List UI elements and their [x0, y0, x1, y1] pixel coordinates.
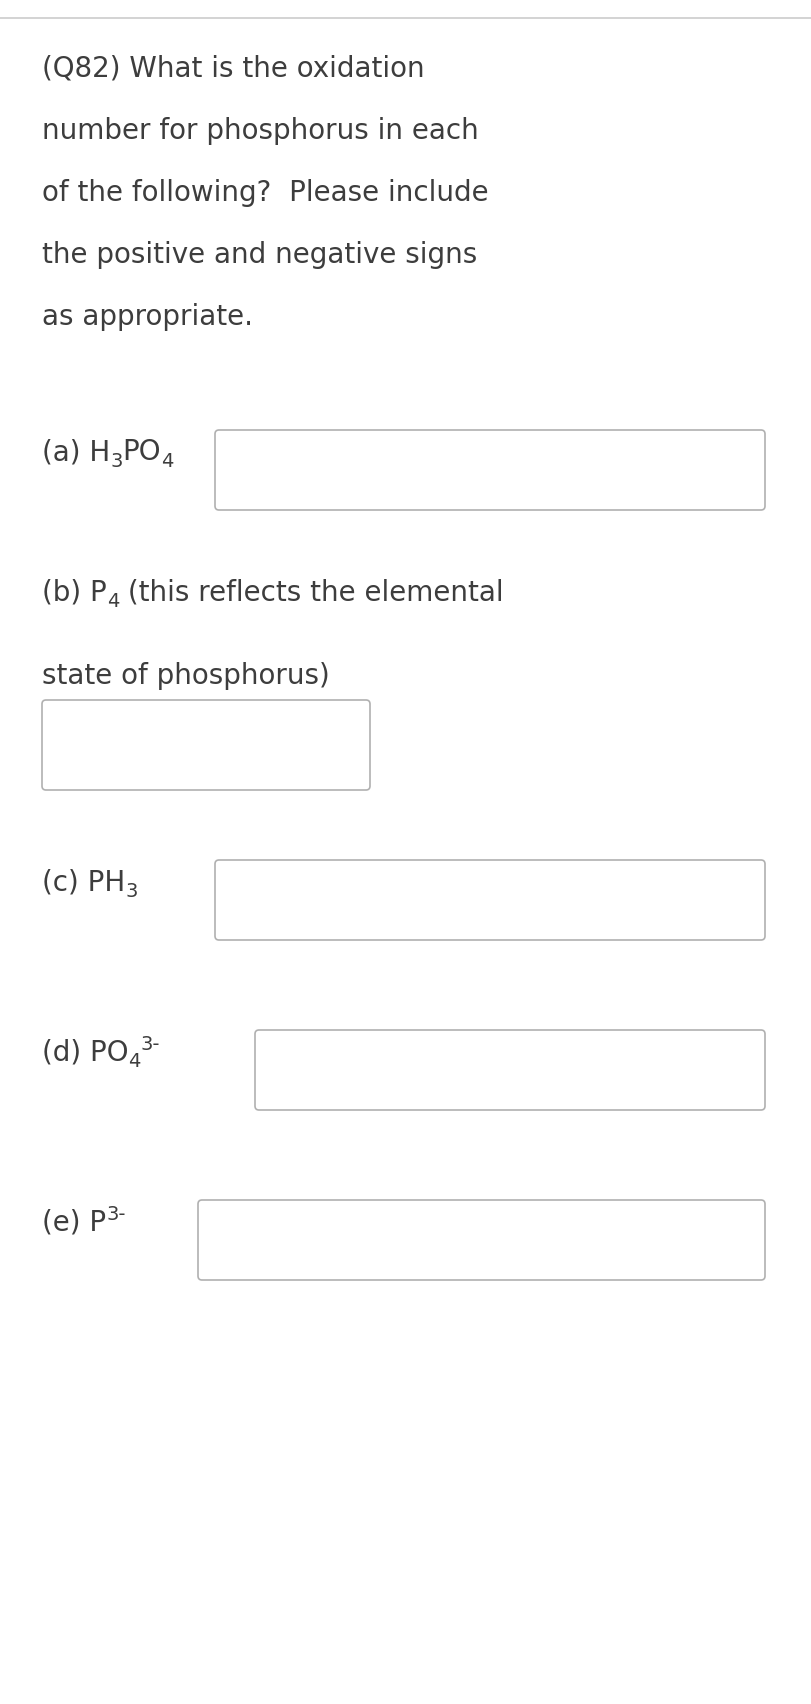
Text: state of phosphorus): state of phosphorus) [42, 661, 330, 690]
FancyBboxPatch shape [42, 700, 370, 791]
Text: (Q82) What is the oxidation: (Q82) What is the oxidation [42, 55, 425, 83]
Text: 4: 4 [128, 1051, 141, 1072]
Text: number for phosphorus in each: number for phosphorus in each [42, 118, 478, 145]
Text: (a) H: (a) H [42, 438, 110, 465]
FancyBboxPatch shape [255, 1029, 765, 1109]
Text: the positive and negative signs: the positive and negative signs [42, 240, 477, 269]
Text: 3-: 3- [106, 1205, 126, 1223]
Text: (this reflects the elemental: (this reflects the elemental [119, 578, 504, 607]
Text: (b) P: (b) P [42, 578, 107, 607]
Text: (d) PO: (d) PO [42, 1038, 128, 1067]
Text: (e) P: (e) P [42, 1208, 106, 1235]
Text: of the following?  Please include: of the following? Please include [42, 179, 488, 206]
FancyBboxPatch shape [198, 1200, 765, 1280]
Text: 3-: 3- [141, 1034, 161, 1055]
Text: as appropriate.: as appropriate. [42, 303, 253, 331]
Text: 4: 4 [161, 452, 174, 470]
FancyBboxPatch shape [215, 429, 765, 509]
Text: PO: PO [122, 438, 161, 465]
Text: 3: 3 [125, 883, 138, 901]
Text: 4: 4 [107, 591, 119, 612]
Text: 3: 3 [110, 452, 122, 470]
FancyBboxPatch shape [215, 861, 765, 941]
Text: (c) PH: (c) PH [42, 867, 125, 896]
